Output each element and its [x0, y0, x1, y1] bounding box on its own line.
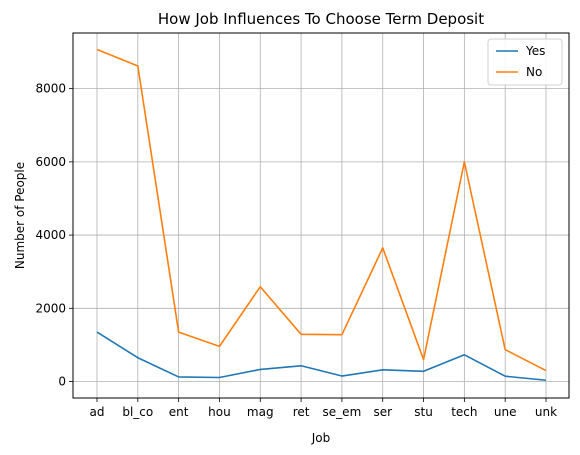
x-tick-label: stu [414, 405, 433, 419]
y-axis-ticks: 0 2000 4000 6000 8000 [35, 82, 73, 389]
legend-label-no: No [526, 65, 542, 79]
x-tick-label: ent [169, 405, 189, 419]
x-tick-label: unk [535, 405, 557, 419]
legend-label-yes: Yes [525, 44, 545, 58]
x-tick-label: tech [451, 405, 477, 419]
x-axis-ticks: ad bl_co ent hou mag ret se_em ser stu tech une unk [90, 398, 557, 419]
x-tick-label: se_em [323, 405, 362, 419]
chart-title: How Job Influences To Choose Term Deposi… [158, 10, 484, 28]
series-line-yes [96, 331, 547, 382]
legend-box [487, 38, 563, 86]
x-tick-label: ser [373, 405, 392, 419]
x-tick-label: ret [293, 405, 310, 419]
x-tick-label: bl_co [122, 405, 153, 419]
series-lines [96, 48, 547, 382]
y-tick-label: 2000 [35, 301, 66, 315]
x-axis-label: Job [311, 431, 331, 445]
legend: Yes No [487, 38, 563, 86]
axes-frame [72, 32, 570, 399]
x-tick-label: ad [90, 405, 105, 419]
series-line-no [96, 48, 547, 372]
y-tick-label: 6000 [35, 155, 66, 169]
y-tick-label: 4000 [35, 228, 66, 242]
x-tick-label: une [494, 405, 517, 419]
grid [73, 33, 569, 398]
y-axis-label: Number of People [13, 162, 27, 269]
y-tick-label: 0 [58, 375, 66, 389]
x-tick-label: mag [247, 405, 274, 419]
y-tick-label: 8000 [35, 82, 66, 96]
x-tick-label: hou [208, 405, 231, 419]
